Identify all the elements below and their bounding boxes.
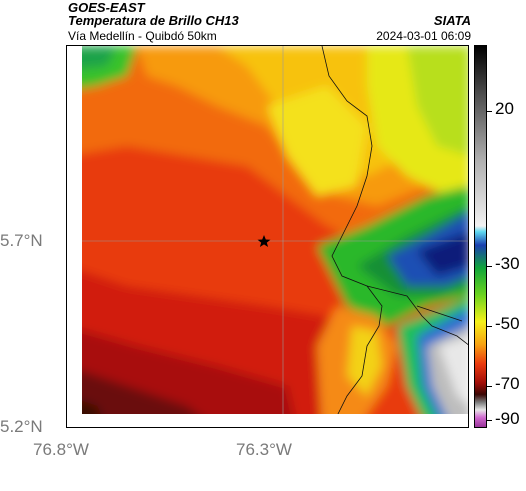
colorbar-tick — [486, 420, 492, 421]
star-icon — [257, 235, 271, 247]
colorbar-tick — [486, 111, 492, 112]
colorbar-tick — [486, 326, 492, 327]
brand-label: SIATA — [433, 13, 471, 28]
colorbar-label-20: 20 — [495, 99, 514, 118]
colorbar-label-minus90: -90 — [495, 409, 520, 428]
temperature-colorbar — [474, 45, 487, 428]
colorbar-tick — [486, 386, 492, 387]
brightness-temperature-field — [67, 46, 468, 427]
route-subtitle: Vía Medellín - Quibdó 50km — [68, 29, 217, 43]
colorbar-label-minus30: -30 — [495, 254, 520, 273]
lon-label-left: 76.8°W — [33, 440, 89, 459]
lat-label-lower: 5.2°N — [0, 417, 43, 436]
lat-label-upper: 5.7°N — [0, 231, 43, 250]
colorbar-label-minus70: -70 — [495, 374, 520, 393]
colorbar-tick — [486, 266, 492, 267]
colorbar-label-minus50: -50 — [495, 314, 520, 333]
product-title: Temperatura de Brillo CH13 — [68, 13, 239, 28]
timestamp-label: 2024-03-01 06:09 — [376, 29, 471, 43]
source-title: GOES-EAST — [68, 0, 145, 15]
lon-label-center: 76.3°W — [236, 440, 292, 459]
satellite-map[interactable] — [66, 45, 469, 428]
